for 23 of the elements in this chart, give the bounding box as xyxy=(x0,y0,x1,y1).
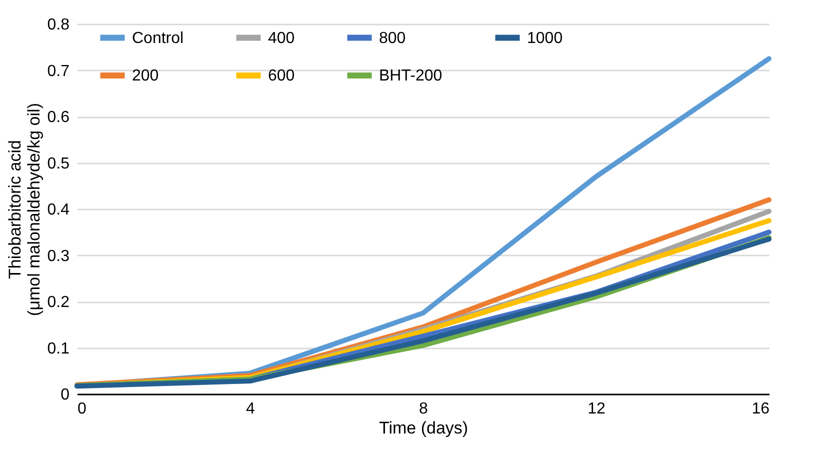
y-tick-label: 0.2 xyxy=(47,294,70,311)
x-axis-title: Time (days) xyxy=(378,418,468,438)
legend-label: 800 xyxy=(379,30,406,47)
y-tick-label: 0 xyxy=(60,386,70,404)
x-tick-label: 0 xyxy=(78,400,86,418)
x-tick-label: 16 xyxy=(752,400,770,418)
y-axis-title: Thiobarbitoric acid (μmol malonaldehyde/kg oil) xyxy=(5,103,44,316)
x-tick-label: 8 xyxy=(419,400,428,418)
x-tick-label: 12 xyxy=(588,400,606,418)
x-tick-label: 4 xyxy=(246,400,256,418)
y-tick-label: 0.5 xyxy=(47,155,70,172)
legend-label: BHT-200 xyxy=(379,68,442,84)
legend-label: 600 xyxy=(268,68,295,84)
y-tick-label: 0.7 xyxy=(47,62,70,80)
y-tick-label: 0.3 xyxy=(47,248,70,265)
y-tick-label: 0.6 xyxy=(47,109,70,126)
legend-label: 400 xyxy=(268,30,295,47)
y-tick-label: 0.4 xyxy=(47,202,70,218)
y-tick-label: 0.1 xyxy=(47,340,70,358)
legend-label: 1000 xyxy=(527,30,563,47)
y-tick-label: 0.8 xyxy=(47,16,70,34)
legend-label: Control xyxy=(132,30,184,47)
legend-label: 200 xyxy=(132,68,159,84)
